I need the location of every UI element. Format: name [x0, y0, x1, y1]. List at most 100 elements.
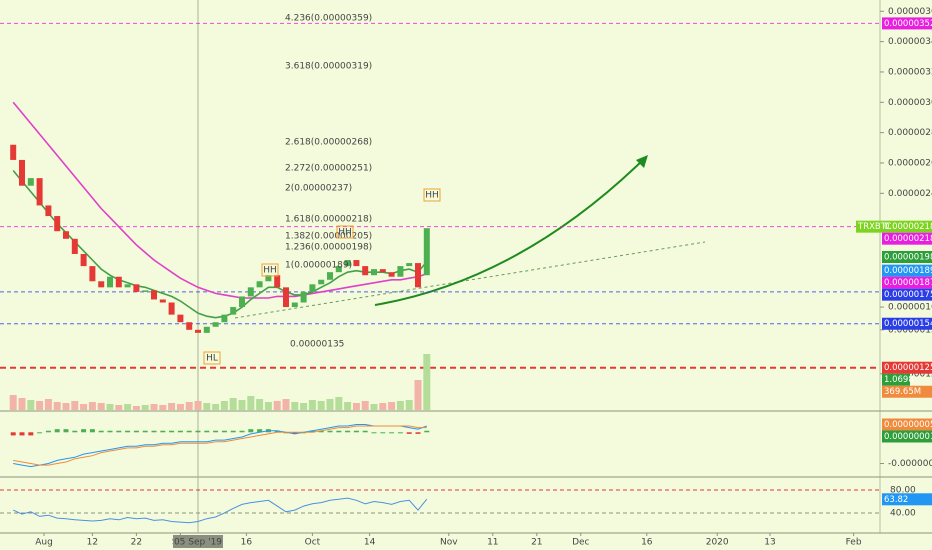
annotation: 2.272(0.00000251): [285, 164, 372, 174]
volume-bar: [36, 401, 44, 410]
volume-bar: [203, 403, 211, 410]
macd-histogram: [371, 432, 377, 434]
arrow-head: [636, 155, 648, 168]
volume-bar: [44, 399, 52, 410]
candle-body: [45, 205, 52, 217]
annotation: HL: [206, 354, 218, 364]
candle-body: [80, 253, 87, 267]
candle-body: [274, 275, 281, 288]
volume-bar: [317, 401, 325, 410]
x-tick-label: 16: [241, 538, 253, 548]
macd-histogram: [415, 432, 421, 434]
volume-bar: [71, 401, 79, 410]
volume-bar: [308, 400, 316, 410]
volume-bar: [370, 404, 378, 410]
candle-body: [151, 290, 157, 300]
candle-body: [423, 228, 430, 276]
price-tag-label: 0.00000125: [884, 363, 932, 373]
moving-average: [12, 101, 428, 299]
price-tag-label: 0.00000198: [884, 253, 932, 263]
candle-body: [159, 299, 166, 303]
x-tick-label: 16: [641, 538, 653, 548]
candle-body: [300, 291, 307, 303]
price-tag-label: 0.00000175: [884, 290, 932, 300]
candle-body: [98, 281, 105, 288]
macd-histogram: [186, 430, 192, 433]
y-tick-label: 0.00000340: [888, 37, 932, 47]
volume-bar: [291, 402, 299, 410]
annotation: HH: [263, 266, 277, 276]
annotation: 1.382(0.00000205): [285, 232, 372, 242]
candle-body: [177, 314, 184, 323]
volume-bar: [264, 402, 272, 410]
volume-bar: [88, 402, 96, 410]
macd-histogram: [248, 429, 254, 433]
volume-bar: [62, 403, 70, 410]
price-tag: [882, 288, 932, 301]
candle-body: [71, 238, 78, 254]
volume-bar: [273, 401, 281, 410]
candle-body: [388, 272, 395, 277]
ratio-tag-label: 1.0698: [884, 375, 914, 385]
candle-body: [221, 314, 228, 323]
volume-bar: [405, 400, 413, 410]
candle-body: [379, 269, 386, 273]
price-tag-label: 0.00000218: [884, 234, 932, 244]
macd-histogram: [292, 432, 298, 434]
annotation: HH: [338, 228, 352, 238]
macd-histogram: [213, 430, 219, 433]
macd-histogram: [10, 432, 16, 436]
x-tick-label: Oct: [305, 538, 321, 548]
candle-body: [265, 275, 272, 282]
volume-bar: [27, 400, 35, 410]
macd-histogram: [327, 430, 333, 433]
candle-body: [203, 326, 210, 333]
candle-body: [168, 302, 175, 315]
candle-body: [212, 322, 219, 327]
macd-histogram: [45, 430, 51, 433]
trend-line: [234, 241, 706, 319]
volume-bar: [423, 354, 431, 410]
y-tick-label: 0.00000280: [888, 128, 932, 138]
candle-body: [415, 263, 421, 288]
price-tag: [882, 232, 932, 245]
volume-bar: [344, 402, 352, 410]
annotation: 1.618(0.00000218): [285, 215, 372, 225]
candle-body: [335, 266, 342, 273]
price-tag-label: 0.00000154: [884, 319, 932, 329]
volume-bar: [18, 398, 26, 410]
volume-bar: [194, 401, 202, 410]
price-tag-label: 0.00000001: [884, 432, 932, 442]
volume-bar: [124, 404, 132, 410]
macd-histogram: [151, 430, 157, 433]
macd-line: [13, 425, 427, 466]
annotation: 1(0.00000189): [285, 261, 352, 271]
price-tag: [882, 220, 932, 233]
macd-histogram: [336, 430, 342, 433]
candle-body: [89, 266, 96, 282]
annotation-box: [203, 351, 221, 365]
price-tag: [882, 17, 932, 30]
y-tick-label: 40.00: [890, 508, 916, 518]
volume-bar: [414, 380, 422, 410]
macd-histogram: [397, 432, 403, 434]
x-tick-label: Aug: [35, 538, 53, 548]
x-tick-label: 2020: [706, 538, 729, 548]
volume-bar: [352, 403, 360, 410]
candle-body: [142, 290, 149, 292]
macd-line: [13, 424, 427, 468]
price-tag-label: 63.82: [884, 495, 908, 505]
macd-histogram: [406, 432, 412, 434]
volume-bar: [282, 399, 290, 410]
macd-histogram: [239, 430, 245, 433]
y-tick-label: 80.00: [890, 486, 916, 496]
symbol-tag: [856, 220, 882, 233]
volume-bar: [141, 405, 149, 410]
x-tick-label: 12: [87, 538, 98, 548]
x-tick-label: 13: [764, 538, 775, 548]
annotation: HH: [425, 191, 439, 201]
macd-histogram: [309, 430, 315, 433]
candle-body: [36, 178, 43, 206]
annotation: 1.236(0.00000198): [285, 243, 372, 253]
macd-histogram: [389, 432, 395, 434]
